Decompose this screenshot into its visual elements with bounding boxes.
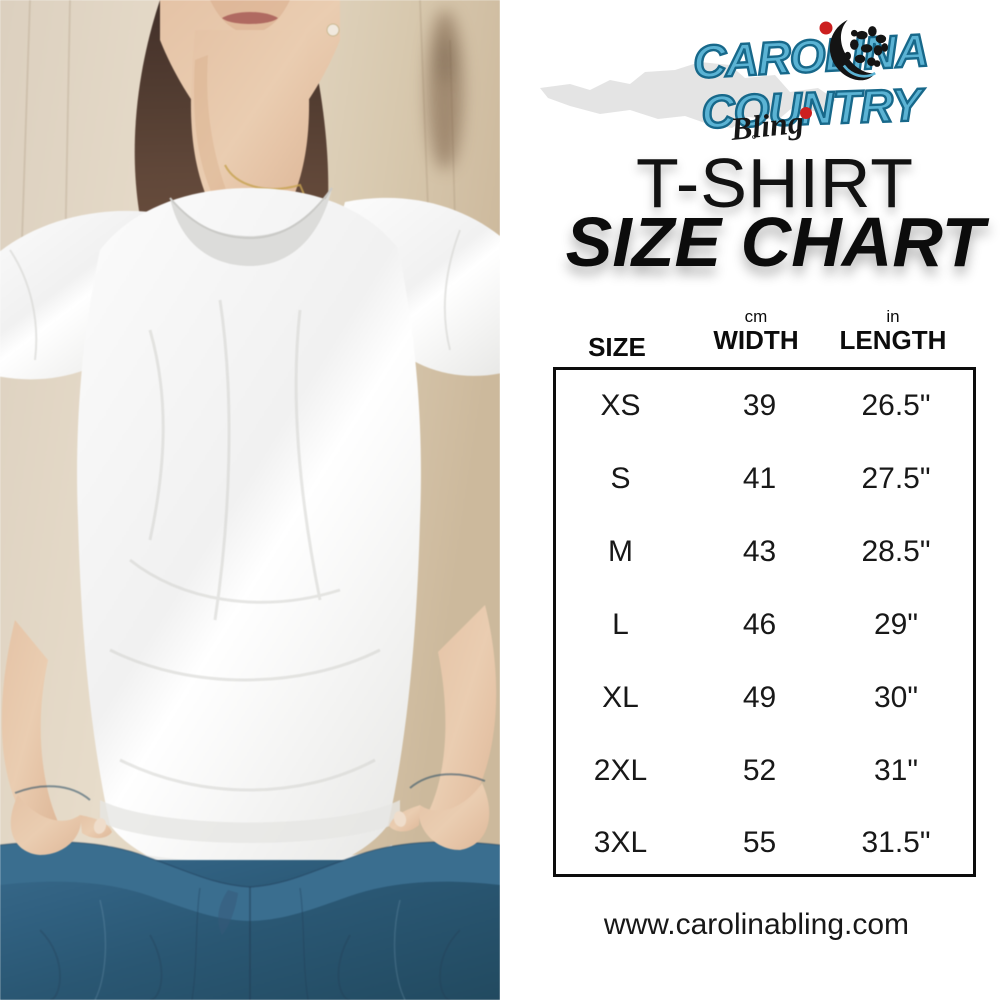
svg-text:Bling: Bling: [728, 104, 805, 148]
